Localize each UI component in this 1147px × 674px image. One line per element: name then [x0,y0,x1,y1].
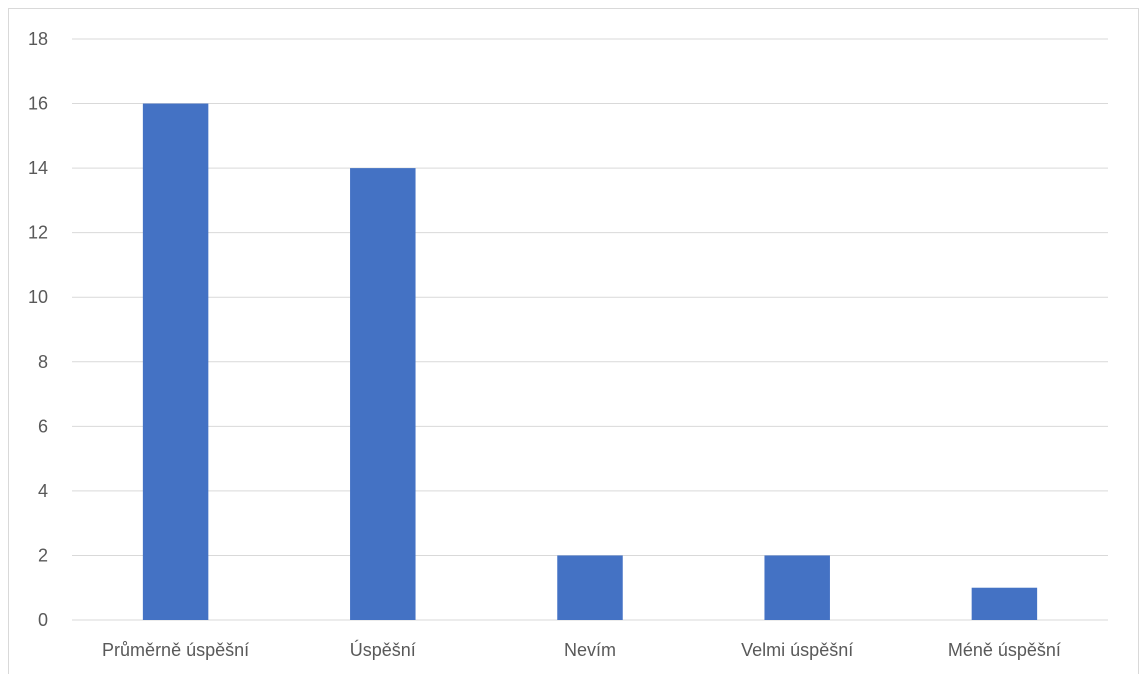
bar [971,587,1038,620]
gridlines [72,38,1108,621]
y-tick-label: 8 [38,352,48,372]
x-axis-category-labels: Průměrně úspěšní Úspěšní Nevím Velmi úspěšn… [102,639,1061,660]
x-category-label: Nevím [564,640,616,660]
y-tick-label: 12 [28,223,48,243]
bar [350,168,416,620]
x-category-label: Méně úspěšní [948,640,1061,660]
bar [764,555,830,620]
x-category-label: Velmi úspěšní [741,640,853,660]
y-tick-label: 2 [38,545,48,565]
y-tick-label: 6 [38,416,48,436]
y-tick-label: 14 [28,158,48,178]
bar [142,103,209,621]
chart-frame [8,8,1139,674]
y-tick-label: 18 [28,29,48,49]
y-tick-label: 0 [38,610,48,630]
y-tick-label: 4 [38,481,48,501]
y-tick-label: 16 [28,94,48,114]
y-axis-tick-labels: 0 2 4 6 8 10 12 14 16 18 [28,29,48,630]
x-category-label: Úspěšní [350,639,416,660]
bar [557,555,623,620]
x-category-label: Průměrně úspěšní [102,640,249,660]
bars [142,103,1038,621]
y-tick-label: 10 [28,287,48,307]
